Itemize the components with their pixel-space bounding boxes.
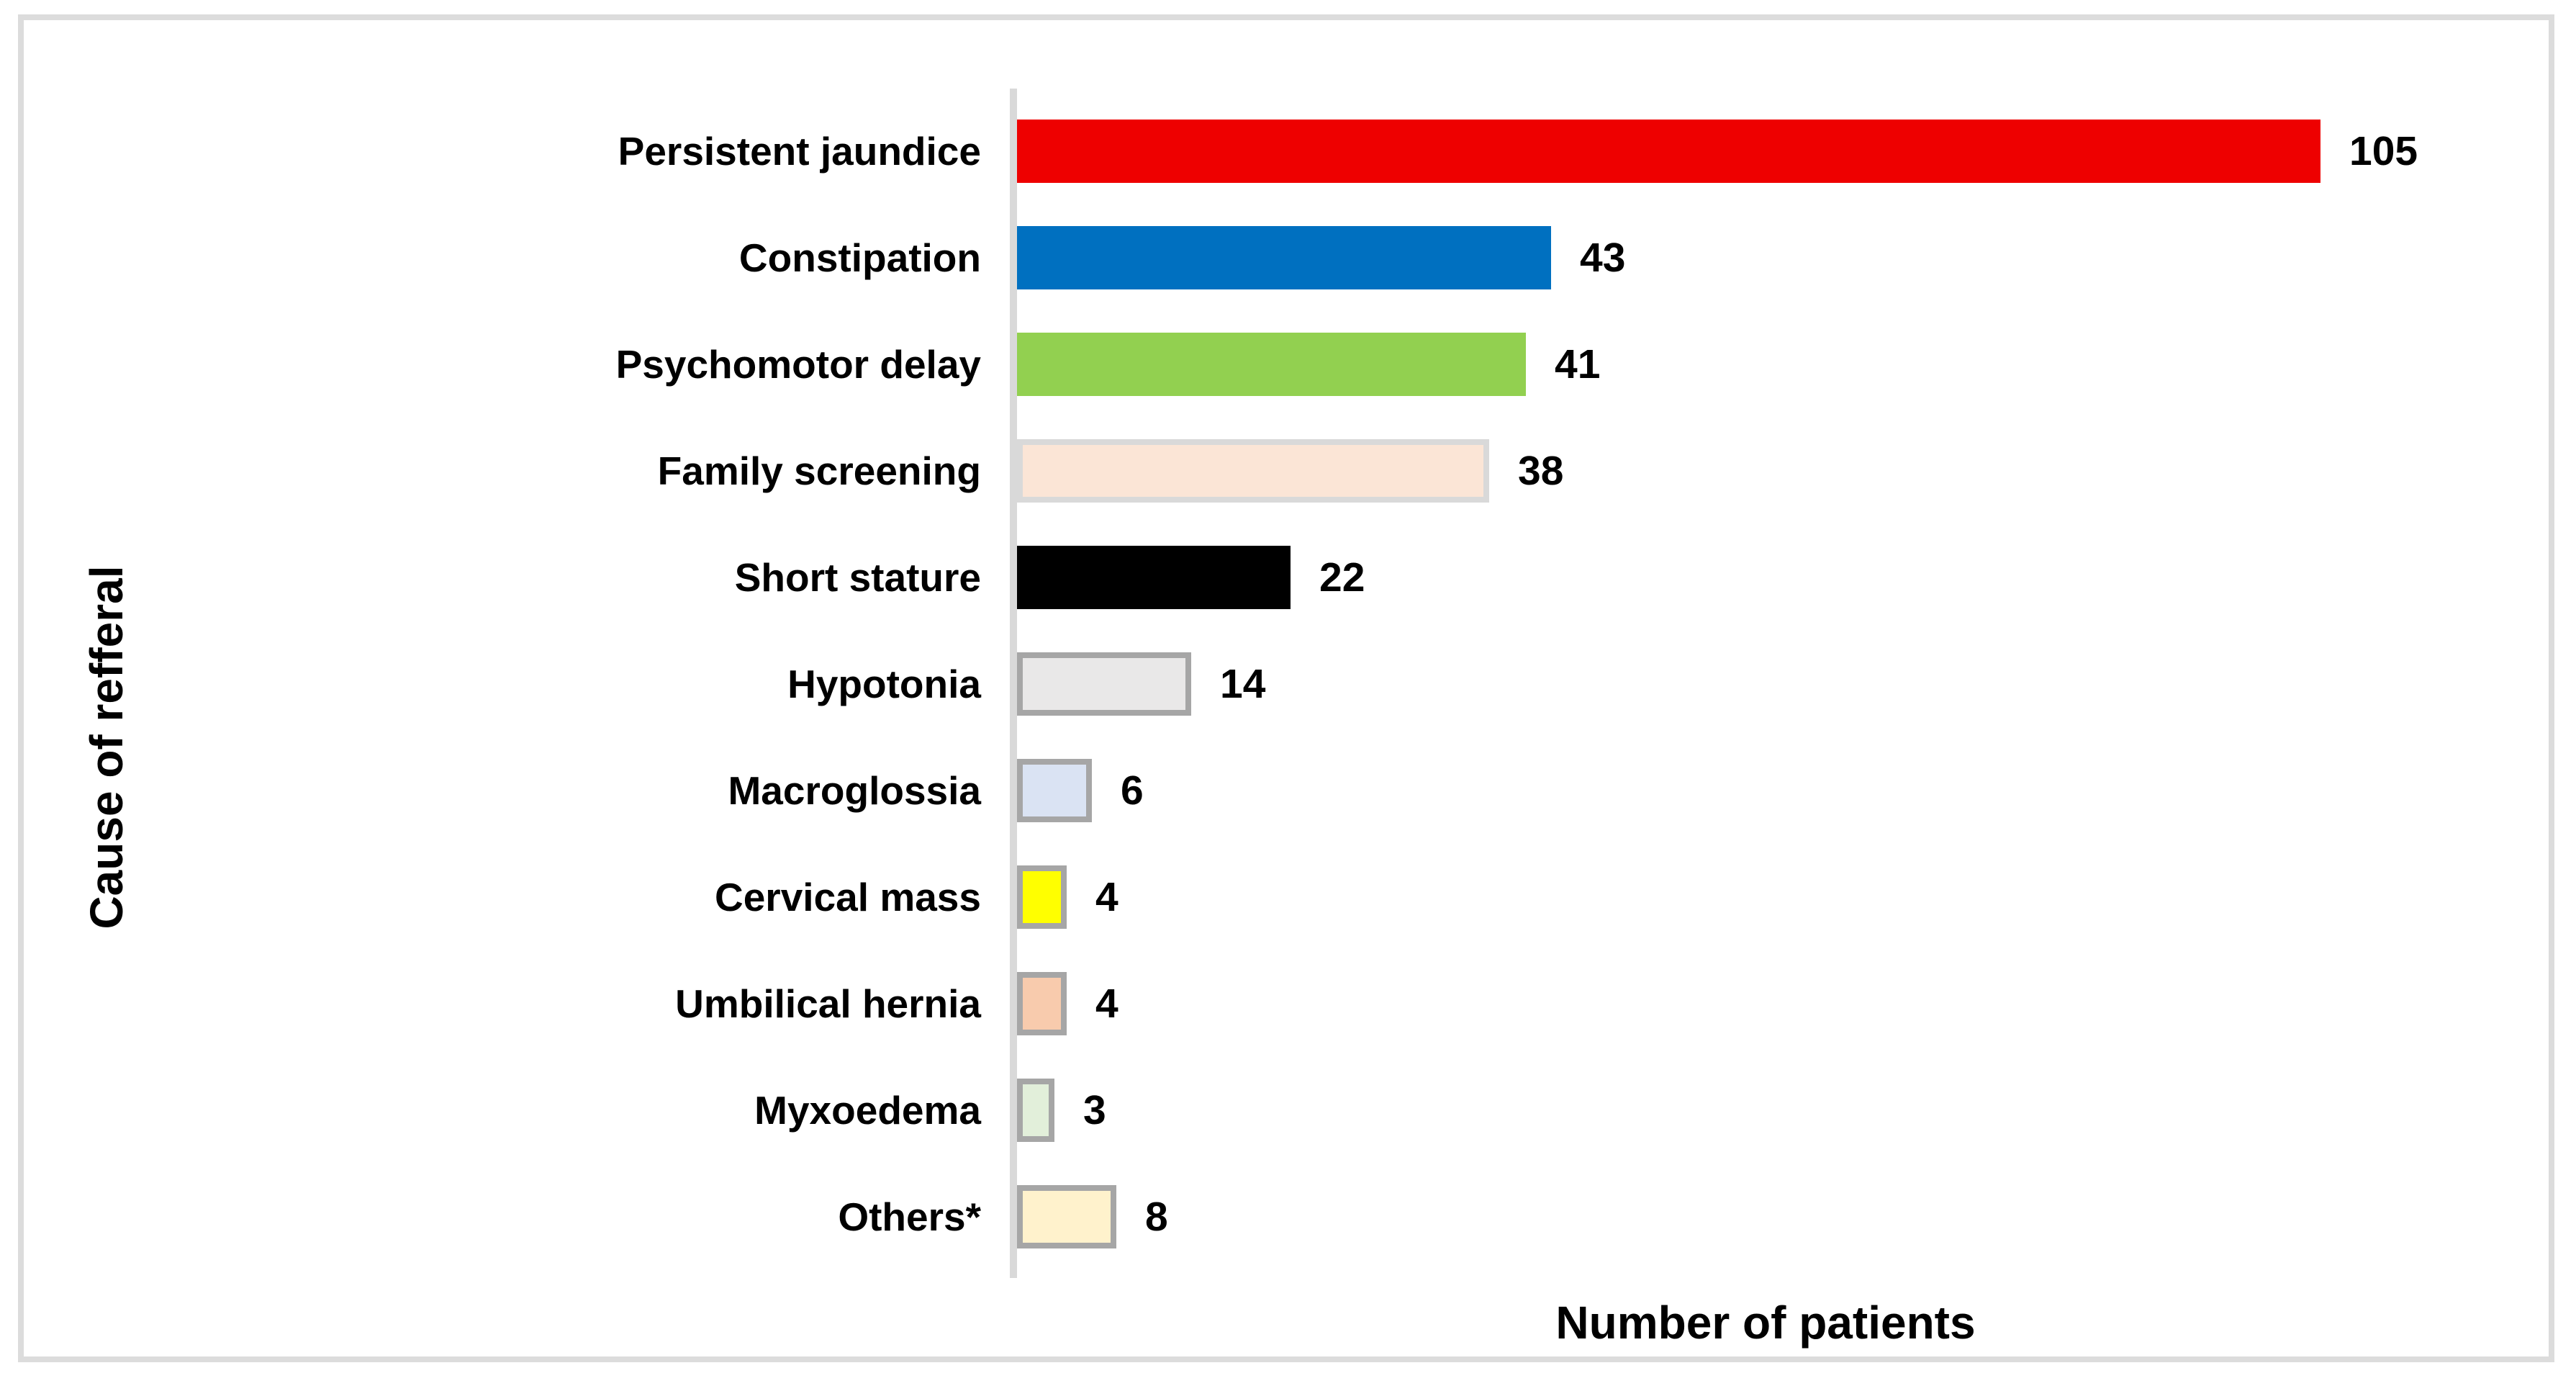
category-label: Hypotonia <box>787 662 981 706</box>
bar-row: Cervical mass 4 <box>24 844 2576 950</box>
bar <box>1017 865 1067 929</box>
bar-row: Persistent jaundice 105 <box>24 98 2576 204</box>
bar <box>1017 1185 1116 1248</box>
value-label: 4 <box>1095 874 1118 920</box>
category-label: Family screening <box>657 449 981 493</box>
bar <box>1017 226 1551 289</box>
category-label: Psychomotor delay <box>615 342 981 387</box>
y-axis-line <box>1010 89 1017 1278</box>
value-label: 43 <box>1580 235 1626 281</box>
x-axis-title: Number of patients <box>1555 1297 1976 1349</box>
value-label: 41 <box>1555 341 1601 387</box>
bar <box>1017 439 1489 503</box>
bar-row: Others* 8 <box>24 1164 2576 1270</box>
category-label: Umbilical hernia <box>675 981 981 1026</box>
category-label: Constipation <box>738 235 981 280</box>
value-label: 38 <box>1518 448 1564 494</box>
value-label: 105 <box>2349 128 2418 174</box>
value-label: 14 <box>1220 661 1266 707</box>
bar <box>1017 972 1067 1035</box>
bar-row: Psychomotor delay 41 <box>24 311 2576 418</box>
bar <box>1017 120 2320 183</box>
value-label: 3 <box>1083 1087 1106 1133</box>
category-label: Others* <box>838 1194 981 1239</box>
bar <box>1017 1079 1054 1142</box>
bar-row: Umbilical hernia 4 <box>24 950 2576 1057</box>
bar <box>1017 333 1526 396</box>
category-label: Cervical mass <box>715 875 981 919</box>
bar <box>1017 652 1191 716</box>
category-label: Macroglossia <box>728 768 981 813</box>
value-label: 4 <box>1095 981 1118 1027</box>
bar-row: Hypotonia 14 <box>24 631 2576 737</box>
value-label: 8 <box>1145 1194 1168 1240</box>
value-label: 6 <box>1121 768 1144 814</box>
bar-row: Family screening 38 <box>24 418 2576 524</box>
bar-row: Macroglossia 6 <box>24 737 2576 844</box>
bar-row: Myxoedema 3 <box>24 1057 2576 1164</box>
bar-row: Constipation 43 <box>24 204 2576 311</box>
category-label: Short stature <box>734 555 981 600</box>
chart-frame: Cause of refferal Persistent jaundice 105… <box>18 14 2554 1362</box>
category-label: Myxoedema <box>754 1088 981 1133</box>
bar <box>1017 759 1092 822</box>
bar <box>1017 546 1291 609</box>
value-label: 22 <box>1319 554 1365 600</box>
bar-row: Short stature 22 <box>24 524 2576 631</box>
category-label: Persistent jaundice <box>618 129 981 174</box>
